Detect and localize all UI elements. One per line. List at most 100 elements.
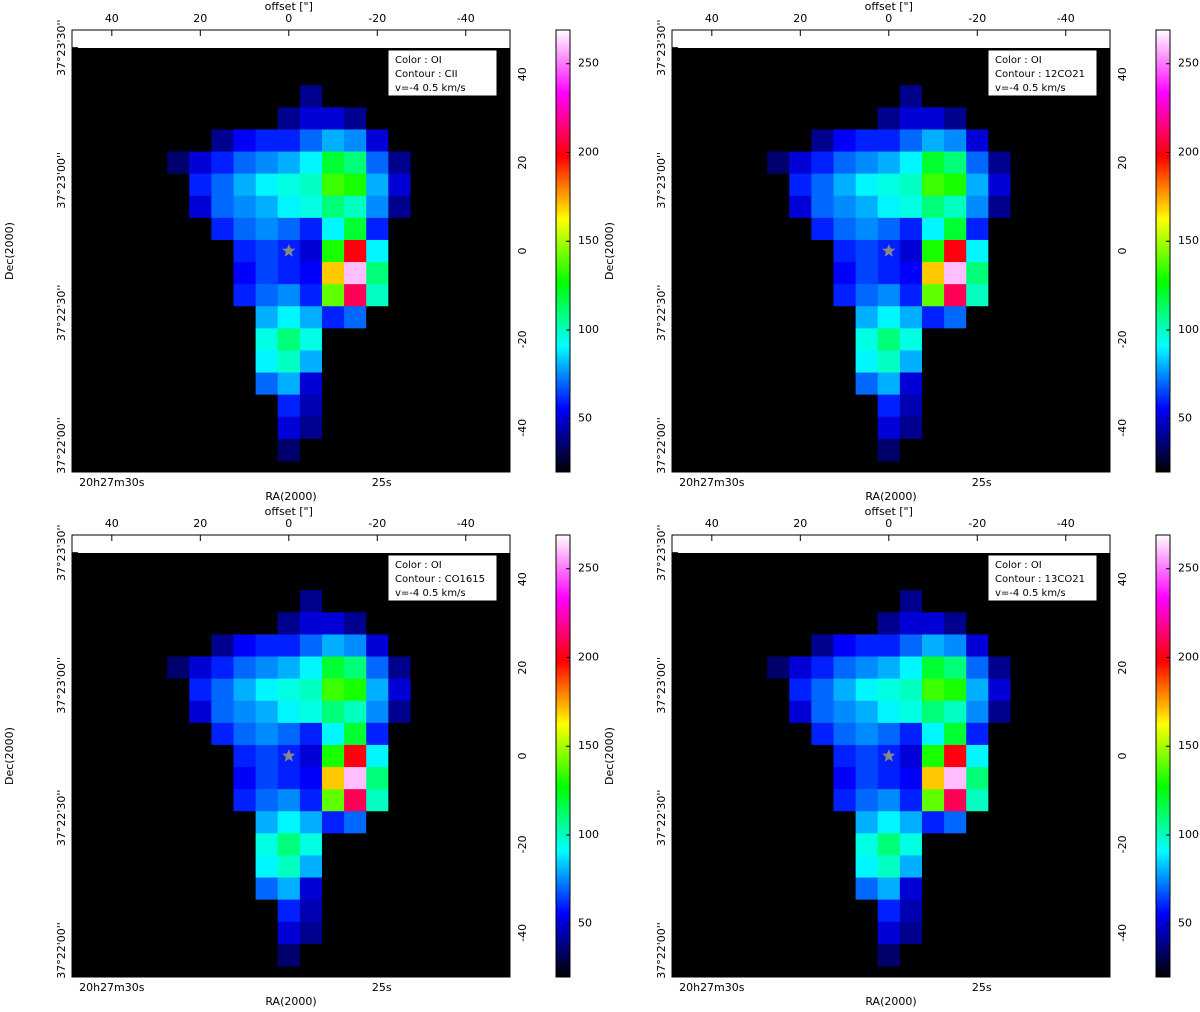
map-cell (966, 173, 989, 197)
map-cell (255, 678, 279, 702)
map-cell (410, 899, 434, 923)
map-cell (277, 656, 301, 680)
map-cell (410, 700, 434, 724)
map-cell (745, 877, 768, 901)
map-cell (944, 195, 967, 219)
map-cell (944, 811, 967, 834)
map-cell (767, 350, 790, 374)
map-cell (745, 217, 768, 241)
map-cell (366, 416, 389, 440)
map-cell (388, 217, 411, 241)
map-cell (899, 612, 923, 635)
map-cell (299, 350, 323, 374)
x-tick-label: 20 (193, 517, 207, 530)
map-cell (145, 678, 168, 702)
map-cell (877, 833, 901, 856)
map-cell (745, 306, 768, 329)
map-cell (811, 899, 834, 923)
map-cell (921, 173, 945, 197)
map-cell (321, 656, 345, 680)
map-cell (767, 262, 790, 285)
map-cell (855, 262, 879, 285)
map-cell (233, 195, 257, 219)
map-cell (145, 372, 168, 396)
map-cell (410, 678, 434, 702)
map-cell (811, 855, 834, 879)
map-cell (211, 217, 234, 241)
map-cell (167, 438, 190, 462)
map-cell (855, 328, 879, 351)
legend-text: v=-4 0.5 km/s (395, 83, 466, 94)
map-cell (877, 350, 901, 374)
map-cell (344, 700, 367, 724)
map-cell (789, 151, 812, 175)
map-cell (233, 811, 257, 834)
map-cell (255, 350, 279, 374)
map-cell (789, 811, 812, 834)
map-cell (366, 328, 389, 351)
y-tick-label: -40 (1116, 924, 1129, 942)
colorbar-tick-label: 200 (578, 650, 599, 663)
map-cell (299, 129, 323, 153)
map-cell (255, 195, 279, 219)
map-cell (388, 372, 411, 396)
map-cell (944, 85, 967, 108)
map-cell (277, 678, 301, 702)
map-cell (145, 151, 168, 175)
map-cell (189, 811, 212, 834)
map-cell (966, 855, 989, 879)
map-cell (233, 634, 257, 658)
map-cell (877, 85, 901, 108)
map-cell (921, 678, 945, 702)
map-cell (944, 306, 967, 329)
map-cell (344, 195, 367, 219)
map-cell (833, 678, 857, 702)
map-cell (899, 284, 923, 307)
map-cell (1010, 107, 1034, 130)
y-tick-label: -20 (516, 835, 529, 853)
map-cell (299, 943, 323, 967)
map-cell (767, 151, 790, 175)
map-cell (833, 350, 857, 374)
map-cell (966, 921, 989, 945)
y-tick-label: -40 (516, 924, 529, 942)
map-cell (1010, 195, 1034, 219)
map-cell (211, 372, 234, 396)
map-cell (321, 262, 345, 285)
map-cell (1010, 217, 1034, 241)
map-cell (321, 612, 345, 635)
map-cell (321, 173, 345, 197)
map-cell (277, 877, 301, 901)
x-axis-label: RA(2000) (865, 490, 916, 503)
map-cell (321, 438, 345, 462)
map-cell (299, 789, 323, 812)
y-tick-label: -40 (516, 419, 529, 437)
colorbar-tick-label: 250 (1178, 57, 1199, 70)
dec-tick-label: 37°23'00'' (55, 657, 68, 714)
map-cell (966, 590, 989, 613)
map-cell (299, 678, 323, 702)
map-cell (167, 107, 190, 130)
map-cell (811, 811, 834, 834)
map-cell (966, 767, 989, 790)
map-cell (988, 943, 1011, 967)
map-cell (321, 833, 345, 856)
map-cell (899, 855, 923, 879)
map-cell (988, 789, 1011, 812)
map-cell (145, 217, 168, 241)
map-cell (366, 217, 389, 241)
dec-tick-label: 37°22'00'' (55, 922, 68, 979)
map-cell (344, 678, 367, 702)
map-cell (344, 590, 367, 613)
map-cell (988, 833, 1011, 856)
map-cell (833, 612, 857, 635)
map-cell (789, 744, 812, 768)
map-cell (211, 416, 234, 440)
map-cell (145, 700, 168, 724)
map-cell (366, 678, 389, 702)
map-cell (388, 129, 411, 153)
y-tick-label: 40 (1116, 572, 1129, 586)
ra-tick-label: 20h27m30s (79, 981, 145, 994)
map-cell (811, 634, 834, 658)
map-cell (899, 921, 923, 945)
